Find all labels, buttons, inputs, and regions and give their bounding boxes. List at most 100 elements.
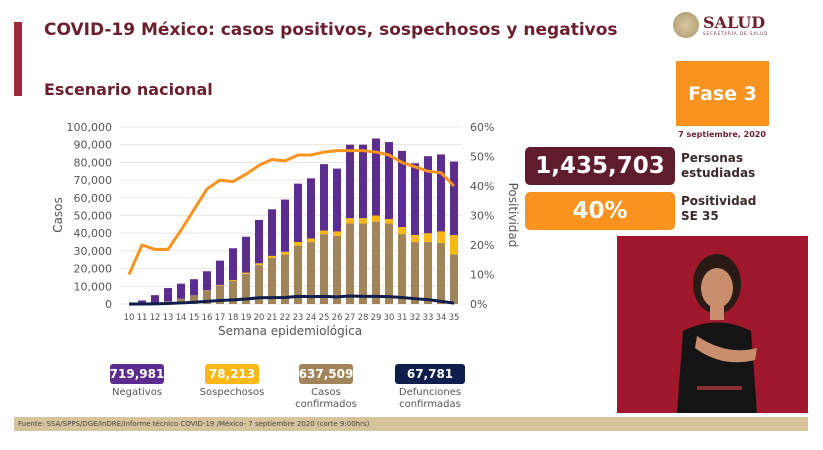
y-tick-label: 30,000 xyxy=(74,245,113,258)
x-tick-label: 20 xyxy=(254,313,265,323)
source-footer: Fuente: SSA/SPPS/DGE/InDRE/Informe técni… xyxy=(14,417,808,431)
bar-sospechosos xyxy=(242,272,250,274)
bar-negativos xyxy=(242,236,250,273)
bar-negativos xyxy=(450,161,458,235)
bar-negativos xyxy=(268,209,276,256)
x-tick-label: 17 xyxy=(215,313,226,323)
x-tick-label: 32 xyxy=(410,313,421,323)
bar-negativos xyxy=(216,260,224,285)
y2-tick-label: 20% xyxy=(470,239,494,252)
suspects-count: 78,213 xyxy=(205,364,259,384)
report-date: 7 septiembre, 2020 xyxy=(678,130,766,139)
y2-tick-label: 50% xyxy=(470,151,494,164)
bar-casos-confirmados xyxy=(268,257,276,304)
bar-negativos xyxy=(255,219,263,264)
sign-language-video xyxy=(617,236,808,413)
page-title: COVID-19 México: casos positivos, sospec… xyxy=(44,20,618,40)
x-tick-label: 10 xyxy=(124,313,135,323)
y-tick-label: 50,000 xyxy=(74,210,113,223)
x-tick-label: 23 xyxy=(293,313,304,323)
y-tick-label: 20,000 xyxy=(74,263,113,276)
bar-casos-confirmados xyxy=(216,285,224,304)
bar-sospechosos xyxy=(385,219,393,224)
bar-sospechosos xyxy=(424,233,432,243)
bar-negativos xyxy=(164,288,172,302)
bar-sospechosos xyxy=(359,218,367,224)
bar-sospechosos xyxy=(320,230,328,235)
bar-casos-confirmados xyxy=(177,298,185,304)
interpreter-figure xyxy=(677,254,757,413)
bar-casos-confirmados xyxy=(190,295,198,304)
bar-sospechosos xyxy=(255,263,263,266)
x-axis-title: Semana epidemiológica xyxy=(218,324,362,338)
seal-icon xyxy=(673,12,699,38)
x-tick-label: 24 xyxy=(306,313,317,323)
deaths-label: Defunciones confirmadas xyxy=(398,387,462,410)
y2-axis-title: Positividad xyxy=(506,183,520,248)
x-tick-label: 13 xyxy=(163,313,174,323)
bar-casos-confirmados xyxy=(320,234,328,304)
decorative-bar xyxy=(14,22,22,96)
bar-sospechosos xyxy=(216,284,224,286)
bar-negativos xyxy=(385,142,393,220)
bar-casos-confirmados xyxy=(255,265,263,304)
salud-logo: SALUD SECRETARÍA DE SALUD xyxy=(673,12,768,38)
y-tick-label: 70,000 xyxy=(74,174,113,187)
logo-subtext: SECRETARÍA DE SALUD xyxy=(703,30,769,36)
bar-negativos xyxy=(359,144,367,219)
bar-negativos xyxy=(294,183,302,243)
x-tick-label: 18 xyxy=(228,313,239,323)
bar-sospechosos xyxy=(437,231,445,243)
y-tick-label: 80,000 xyxy=(74,156,113,169)
bar-negativos xyxy=(203,271,211,291)
phase-badge: Fase 3 xyxy=(676,61,769,126)
bar-negativos xyxy=(151,295,159,303)
y-tick-label: 40,000 xyxy=(74,227,113,240)
x-tick-label: 30 xyxy=(384,313,395,323)
bar-casos-confirmados xyxy=(411,242,419,304)
x-tick-label: 27 xyxy=(345,313,356,323)
x-tick-label: 22 xyxy=(280,313,291,323)
x-tick-label: 31 xyxy=(397,313,408,323)
bar-negativos xyxy=(346,144,354,219)
bar-sospechosos xyxy=(411,234,419,243)
x-tick-label: 33 xyxy=(423,313,434,323)
x-tick-label: 15 xyxy=(189,313,200,323)
y-axis-title: Casos xyxy=(51,197,65,233)
confirmed-label: Casos confirmados xyxy=(295,387,357,410)
confirmed-count: 637,509 xyxy=(299,364,353,384)
x-tick-label: 12 xyxy=(150,313,161,323)
bar-negativos xyxy=(372,138,380,216)
persons-studied-label: Personas estudiadas xyxy=(681,151,756,180)
x-tick-label: 14 xyxy=(176,313,187,323)
bar-casos-confirmados xyxy=(307,242,315,304)
bar-casos-confirmados xyxy=(359,223,367,304)
bar-sospechosos xyxy=(307,238,315,243)
bar-negativos xyxy=(307,178,315,239)
x-tick-label: 16 xyxy=(202,313,213,323)
persons-studied-value: 1,435,703 xyxy=(525,147,675,185)
bar-casos-confirmados xyxy=(294,245,302,304)
negatives-label: Negativos xyxy=(111,387,163,398)
negatives-count: 719,981 xyxy=(110,364,164,384)
bar-casos-confirmados xyxy=(424,242,432,304)
bar-sospechosos xyxy=(346,218,354,224)
logo-text: SALUD xyxy=(703,12,766,32)
x-tick-label: 35 xyxy=(449,313,460,323)
bar-sospechosos xyxy=(398,227,406,235)
suspects-label: Sospechosos xyxy=(199,387,265,398)
positivity-value: 40% xyxy=(525,192,675,230)
bar-casos-confirmados xyxy=(450,254,458,304)
bar-casos-confirmados xyxy=(372,221,380,304)
y-tick-label: 90,000 xyxy=(74,139,113,152)
bar-casos-confirmados xyxy=(437,242,445,304)
page-subtitle: Escenario nacional xyxy=(44,80,213,99)
bar-sospechosos xyxy=(450,234,458,255)
y-tick-label: 100,000 xyxy=(67,121,113,134)
bar-casos-confirmados xyxy=(281,254,289,304)
bar-casos-confirmados xyxy=(242,273,250,304)
bar-negativos xyxy=(177,283,185,299)
bar-negativos xyxy=(437,154,445,232)
x-tick-label: 21 xyxy=(267,313,278,323)
y2-tick-label: 10% xyxy=(470,269,494,282)
